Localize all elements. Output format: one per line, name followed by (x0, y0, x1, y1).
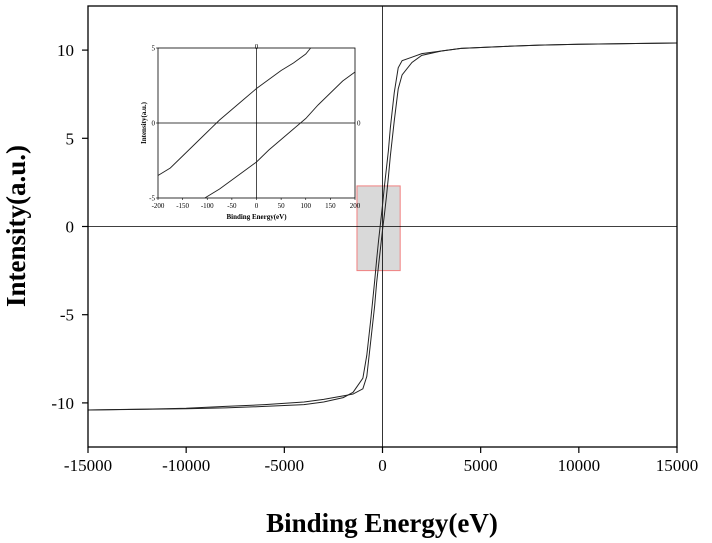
inset-y-tick-label: 5 (152, 45, 156, 53)
x-tick-label: 15000 (656, 456, 699, 475)
y-tick-label: -5 (60, 306, 74, 325)
inset-x-tick-label: -200 (152, 202, 165, 210)
x-tick-label: -10000 (162, 456, 210, 475)
inset-x-tick-label: -150 (176, 202, 189, 210)
x-tick-label: 5000 (464, 456, 498, 475)
y-tick-label: 0 (66, 218, 75, 237)
x-axis-title: Binding Energy(eV) (266, 508, 498, 538)
inset-y-tick-label: -5 (149, 195, 155, 203)
series-line-descending (87, 42, 678, 411)
inset-x-tick-label: 0 (255, 202, 259, 210)
inset-series-line-lower (204, 71, 356, 199)
inset-series-line-upper (157, 47, 312, 176)
inset-y-axis-title: Intensity(a.u.) (140, 101, 148, 144)
main-chart: -15000 -10000 -5000 0 5000 10000 15000-10-5051… (1, 5, 699, 538)
x-tick-label: 0 (378, 456, 387, 475)
inset-chart: -200 -150 -100 -50 0 50 100 150 200-50500Binding… (140, 43, 361, 221)
inset-x-tick-label: 200 (350, 202, 361, 210)
inset-right-tick-label: 0 (357, 120, 361, 128)
x-tick-label: 10000 (558, 456, 601, 475)
inset-top-tick-label: 0 (255, 43, 259, 51)
inset-x-tick-label: 100 (301, 202, 312, 210)
y-tick-label: 10 (57, 41, 74, 60)
inset-x-axis-title: Binding Energy(eV) (226, 213, 287, 221)
y-tick-label: 5 (66, 129, 75, 148)
y-axis-title: Intensity(a.u.) (1, 145, 31, 307)
x-tick-label: -5000 (264, 456, 304, 475)
inset-x-tick-label: 50 (278, 202, 286, 210)
highlight-region (356, 185, 401, 272)
inset-x-tick-label: -50 (227, 202, 237, 210)
inset-x-tick-label: 150 (325, 202, 336, 210)
inset-y-tick-label: 0 (152, 120, 156, 128)
inset-x-tick-label: -100 (201, 202, 214, 210)
x-tick-label: -15000 (64, 456, 112, 475)
y-tick-label: -10 (51, 394, 74, 413)
